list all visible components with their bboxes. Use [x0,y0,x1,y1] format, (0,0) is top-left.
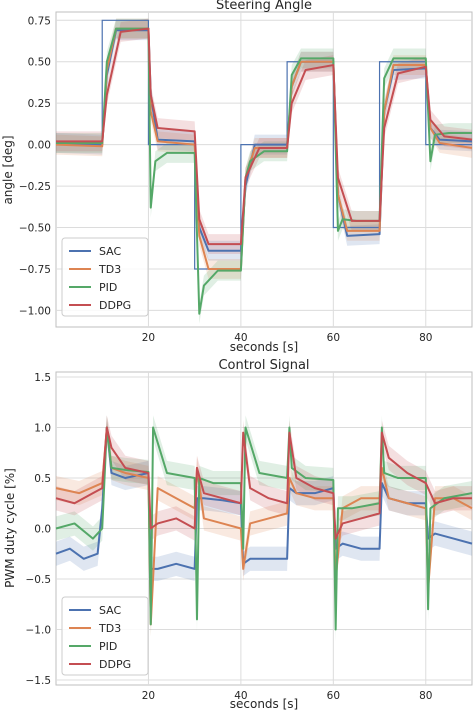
series-band-td3 [56,415,472,637]
y-tick-label: 0.0 [34,524,51,536]
legend-label-ddpg: DDPG [99,299,131,312]
x-tick-label: 20 [142,690,155,702]
y-tick-label: −1.0 [26,624,52,636]
series-line-ddpg [56,27,473,246]
legend-label-td3: TD3 [98,622,121,635]
control-signal-title: Control Signal [218,358,309,373]
series-line-td3 [55,426,473,626]
control-signal-panel: Control Signal seconds [s] PWM duty cycl… [3,358,473,711]
series-band-sac [56,415,472,582]
legend-box [61,596,149,676]
steering-angle-legend: SAC TD3 PID DDPG [61,237,149,317]
y-tick-label: 0.75 [28,15,51,27]
control-signal-ticks: 20 40 60 80 −1.5 −1.0 −0.5 0.0 0.5 1.0 1.5 [26,372,433,702]
x-tick-label: 60 [327,690,340,702]
y-tick-label: 0.50 [28,57,51,69]
series-line-ddpg [55,426,472,540]
legend-box [61,237,149,317]
legend-label-sac: SAC [99,604,122,617]
series-band-sac [56,20,472,261]
y-tick-label: −1.5 [26,675,52,687]
x-tick-label: 80 [419,332,432,344]
x-tick-label: 60 [327,332,340,344]
y-tick-label: 0.25 [28,98,51,110]
x-tick-label: 40 [234,332,247,344]
legend-label-pid: PID [99,281,117,294]
control-signal-lines [55,426,473,631]
steering-angle-ticks: 20 40 60 80 −1.00 −0.75 −0.50 −0.25 0.00 0.25 0.50… [19,15,433,344]
y-tick-label: 0.5 [34,473,51,485]
steering-angle-panel: Steering Angle seconds [s] angle [deg] 2… [1,0,473,354]
legend-label-pid: PID [99,640,117,653]
y-tick-label: −1.00 [19,305,51,317]
steering-angle-ylabel: angle [deg] [1,135,15,204]
y-tick-label: −0.25 [19,181,51,193]
steering-angle-xlabel: seconds [s] [230,340,298,354]
y-tick-label: 0.00 [28,140,51,152]
control-signal-legend: SAC TD3 PID DDPG [61,596,149,676]
y-tick-label: 1.5 [34,372,51,384]
legend-label-ddpg: DDPG [99,658,131,671]
x-tick-label: 80 [419,690,432,702]
x-tick-label: 20 [142,332,155,344]
y-tick-label: −0.75 [19,264,51,276]
legend-label-sac: SAC [99,245,122,258]
control-signal-xlabel: seconds [s] [230,697,298,711]
series-line-pid [55,426,473,631]
steering-angle-lines [55,27,473,315]
control-signal-ylabel: PWM duty cycle [%] [3,468,17,588]
x-tick-label: 40 [234,690,247,702]
y-tick-label: −0.5 [26,574,52,586]
series-line-pid [56,27,472,315]
steering-angle-title: Steering Angle [216,0,312,13]
legend-label-td3: TD3 [98,263,121,276]
y-tick-label: 1.0 [34,423,51,435]
y-tick-label: −0.50 [19,223,51,235]
